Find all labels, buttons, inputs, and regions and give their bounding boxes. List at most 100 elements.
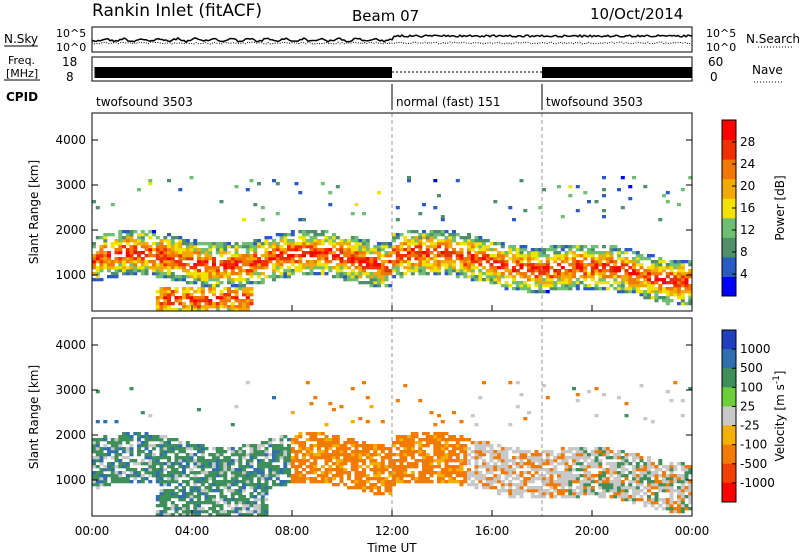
heatmap-cell (530, 474, 535, 478)
heatmap-cell (313, 438, 318, 442)
heatmap-cell (272, 456, 276, 460)
heatmap-cell (527, 278, 531, 282)
heatmap-cell (279, 438, 284, 442)
heatmap-cell (564, 281, 569, 285)
heatmap-cell (249, 293, 254, 297)
heatmap-cell (95, 390, 100, 394)
heatmap-cell (144, 441, 149, 445)
heatmap-cell (287, 462, 291, 466)
heatmap-cell (189, 266, 194, 270)
heatmap-cell (373, 263, 378, 267)
heatmap-cell (129, 257, 134, 261)
heatmap-cell (238, 471, 243, 475)
heatmap-cell (238, 450, 243, 454)
heatmap-cell (144, 260, 149, 264)
heatmap-cell (392, 233, 396, 237)
heatmap-cell (272, 453, 276, 457)
heatmap-cell (605, 251, 610, 255)
heatmap-cell (497, 489, 501, 493)
heatmap-cell (662, 483, 666, 487)
heatmap-cell (242, 471, 246, 475)
heatmap-cell (212, 495, 216, 499)
heatmap-cell (598, 257, 603, 261)
heatmap-cell (613, 263, 618, 267)
heatmap-cell (320, 444, 325, 448)
heatmap-cell (489, 281, 494, 285)
heatmap-cell (215, 296, 220, 300)
heatmap-cell (575, 468, 580, 472)
heatmap-cell (647, 495, 651, 499)
heatmap-cell (335, 474, 340, 478)
heatmap-cell (167, 498, 171, 502)
heatmap-cell (650, 462, 655, 466)
heatmap-cell (212, 263, 216, 267)
heatmap-cell (249, 504, 254, 508)
heatmap-cell (497, 459, 501, 463)
heatmap-cell (620, 462, 625, 466)
heatmap-cell (369, 263, 374, 267)
heatmap-cell (140, 477, 145, 481)
heatmap-cell (268, 254, 273, 258)
heatmap-cell (455, 471, 460, 475)
heatmap-cell (215, 483, 220, 487)
heatmap-cell (474, 242, 479, 246)
heatmap-cell (654, 272, 659, 276)
heatmap-cell (444, 239, 449, 243)
heatmap-cell (388, 272, 393, 276)
heatmap-cell (155, 477, 160, 481)
heatmap-cell (118, 242, 123, 246)
heatmap-cell (560, 281, 565, 285)
heatmap-cell (560, 272, 565, 276)
heatmap-cell (185, 492, 190, 496)
heatmap-cell (437, 453, 441, 457)
heatmap-cell (534, 471, 539, 475)
heatmap-cell (122, 435, 126, 439)
heatmap-cell (688, 272, 693, 276)
heatmap-cell (343, 248, 348, 252)
heatmap-cell (392, 474, 396, 478)
heatmap-cell (583, 474, 588, 478)
heatmap-cell (388, 459, 393, 463)
heatmap-cell (324, 272, 329, 276)
heatmap-cell (624, 489, 629, 493)
heatmap-cell (230, 507, 235, 511)
heatmap-cell (335, 447, 340, 451)
heatmap-cell (103, 465, 108, 469)
heatmap-cell (384, 266, 389, 270)
heatmap-cell (620, 459, 625, 463)
heatmap-cell (388, 456, 393, 460)
heatmap-cell (362, 381, 366, 385)
heatmap-cell (170, 492, 175, 496)
heatmap-cell (647, 483, 651, 487)
heatmap-cell (242, 498, 246, 502)
heatmap-cell (227, 290, 231, 294)
heatmap-cell (103, 266, 108, 270)
heatmap-cell (320, 242, 325, 246)
heatmap-cell (609, 272, 614, 276)
heatmap-cell (549, 257, 554, 261)
heatmap-cell (440, 477, 445, 481)
heatmap-cell (92, 465, 96, 469)
heatmap-cell (542, 468, 546, 472)
heatmap-cell (354, 456, 359, 460)
heatmap-cell (305, 263, 310, 267)
heatmap-cell (643, 185, 648, 189)
heatmap-cell (527, 251, 531, 255)
heatmap-cell (572, 447, 576, 451)
heatmap-cell (399, 438, 404, 442)
heatmap-cell (110, 245, 115, 249)
heatmap-cell (362, 269, 366, 273)
heatmap-cell (99, 462, 104, 466)
heatmap-cell (170, 462, 175, 466)
heatmap-cell (204, 299, 209, 303)
heatmap-cell (377, 480, 381, 484)
heatmap-cell (234, 489, 239, 493)
heatmap-cell (425, 456, 430, 460)
heatmap-cell (272, 179, 276, 183)
heatmap-cell (309, 465, 314, 469)
heatmap-cell (440, 242, 445, 246)
heatmap-cell (594, 480, 599, 484)
heatmap-cell (320, 269, 325, 273)
heatmap-cell (257, 447, 261, 451)
heatmap-cell (118, 239, 123, 243)
